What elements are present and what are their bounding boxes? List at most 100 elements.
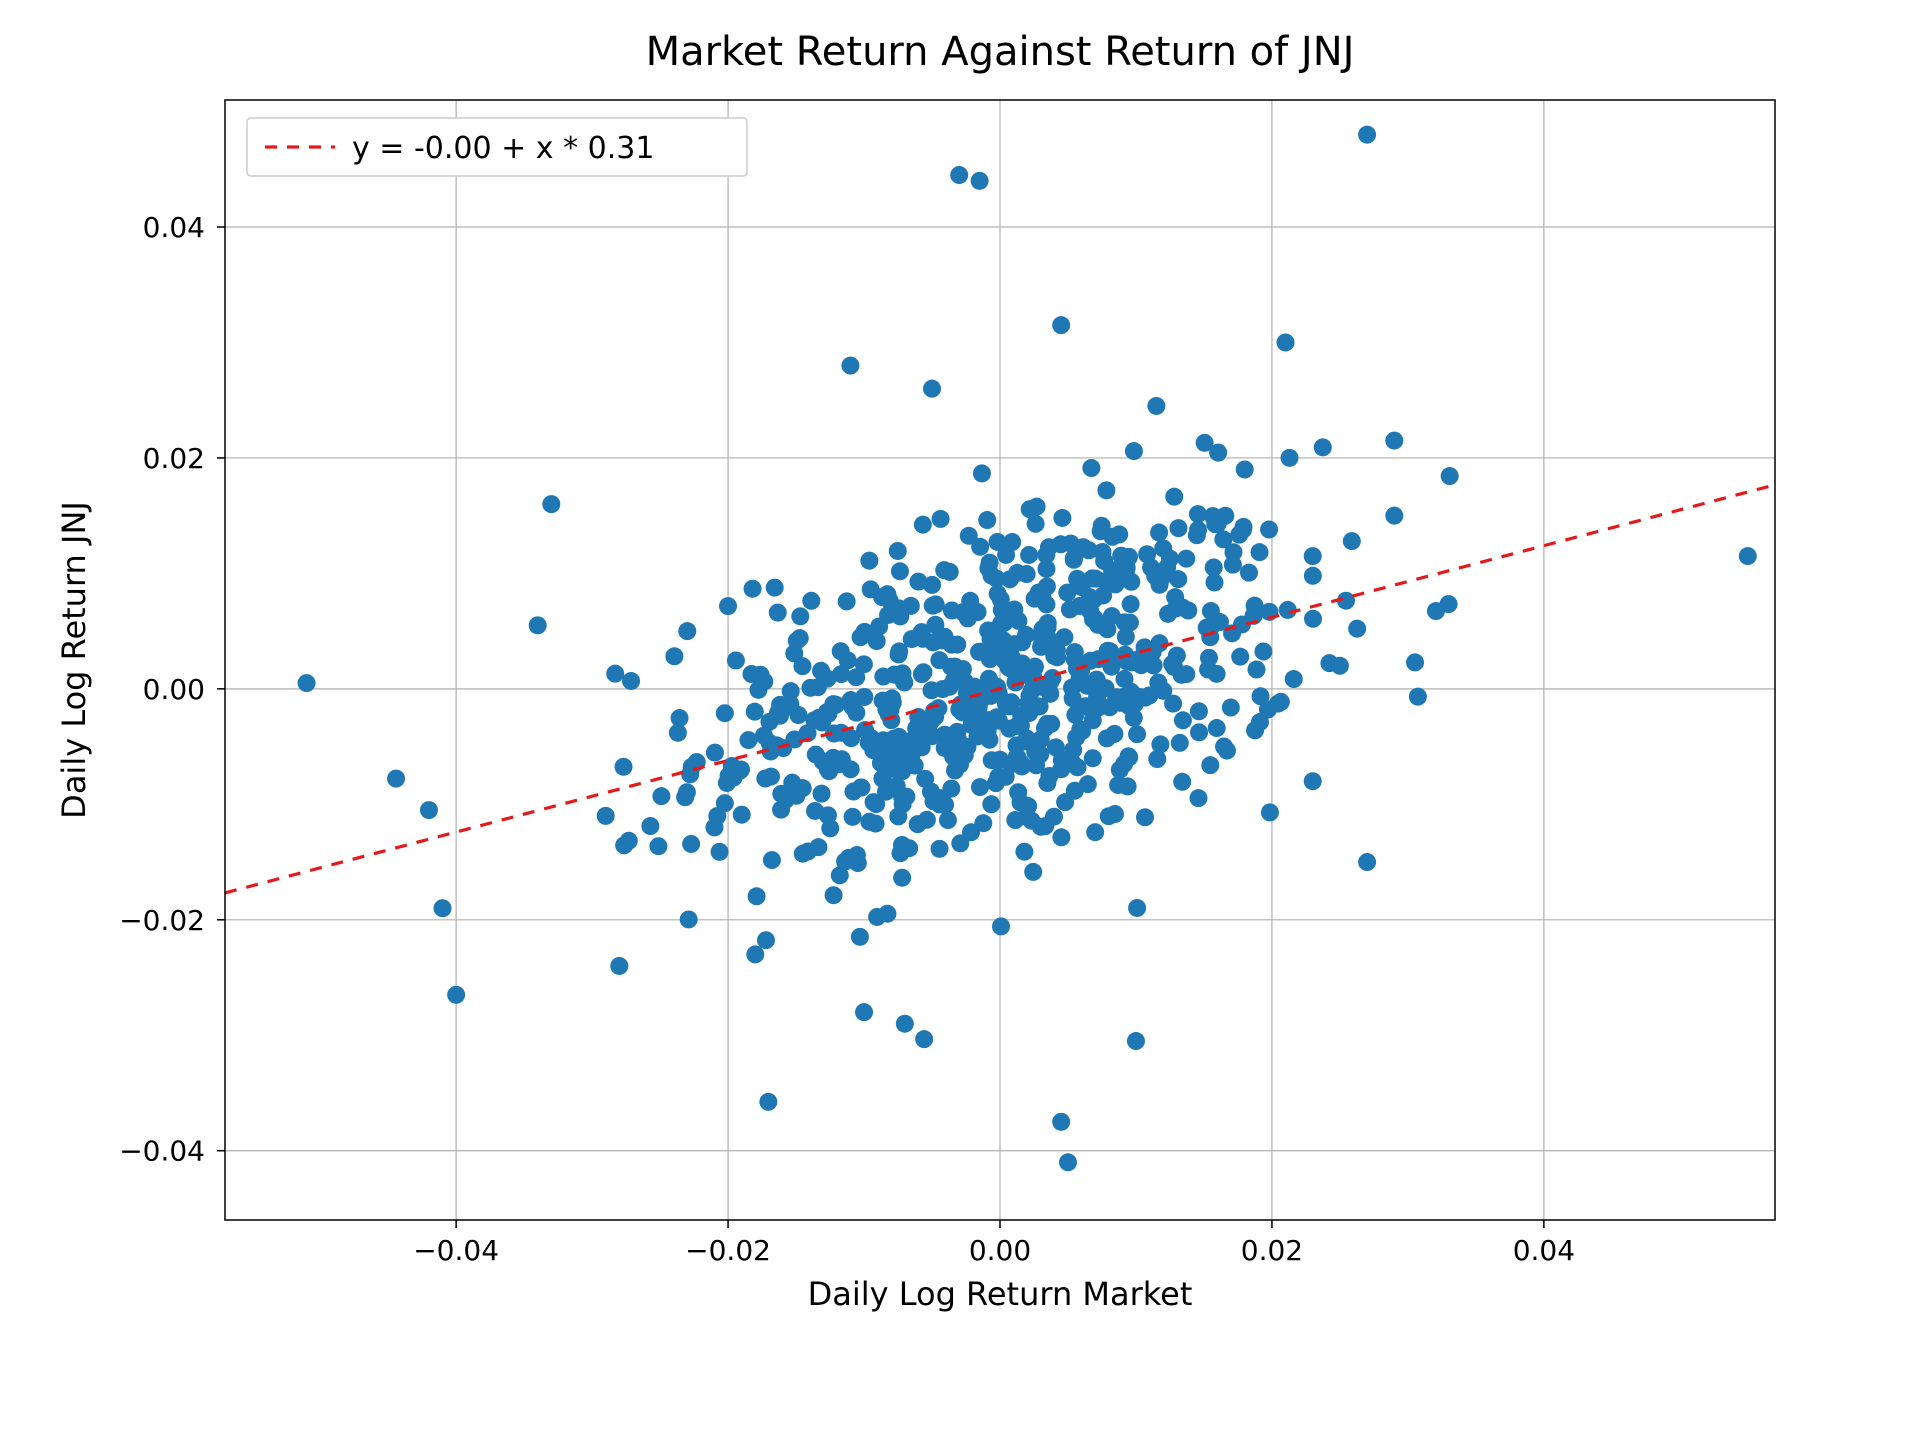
scatter-point <box>1090 696 1108 714</box>
scatter-point <box>825 886 843 904</box>
scatter-point <box>1285 670 1303 688</box>
scatter-point <box>980 731 998 749</box>
scatter-point <box>763 851 781 869</box>
legend: y = -0.00 + x * 0.31 <box>247 118 747 176</box>
scatter-point <box>994 631 1012 649</box>
scatter-point <box>1174 711 1192 729</box>
scatter-point <box>1085 591 1103 609</box>
scatter-point <box>727 651 745 669</box>
scatter-point <box>1030 583 1048 601</box>
scatter-point <box>824 749 842 767</box>
scatter-point <box>1112 547 1130 565</box>
scatter-point <box>848 846 866 864</box>
scatter-point <box>1385 432 1403 450</box>
scatter-point <box>1150 524 1168 542</box>
scatter-point <box>1331 657 1349 675</box>
scatter-point <box>1177 550 1195 568</box>
scatter-point <box>939 811 957 829</box>
scatter-point <box>1236 460 1254 478</box>
scatter-point <box>1053 509 1071 527</box>
scatter-point <box>1122 595 1140 613</box>
scatter-point <box>1190 702 1208 720</box>
scatter-point <box>890 645 908 663</box>
scatter-point <box>1260 520 1278 538</box>
scatter-point <box>1021 500 1039 518</box>
scatter-point <box>981 650 999 668</box>
scatter-point <box>1348 620 1366 638</box>
scatter-point <box>1015 843 1033 861</box>
scatter-point <box>942 780 960 798</box>
scatter-point <box>652 787 670 805</box>
scatter-point <box>819 806 837 824</box>
x-tick-label: 0.02 <box>1241 1234 1303 1267</box>
scatter-point <box>989 768 1007 786</box>
scatter-point <box>895 673 913 691</box>
scatter-point <box>1240 564 1258 582</box>
scatter-point <box>1166 588 1184 606</box>
scatter-point <box>844 808 862 826</box>
scatter-point <box>956 672 974 690</box>
scatter-point <box>542 495 560 513</box>
scatter-point <box>891 844 909 862</box>
scatter-point <box>1052 760 1070 778</box>
scatter-point <box>1079 775 1097 793</box>
scatter-point <box>1019 797 1037 815</box>
scatter-point <box>1231 648 1249 666</box>
scatter-point <box>1117 566 1135 584</box>
scatter-point <box>1304 772 1322 790</box>
scatter-point <box>1169 519 1187 537</box>
scatter-point <box>1304 610 1322 628</box>
scatter-point <box>962 823 980 841</box>
scatter-point <box>913 738 931 756</box>
scatter-point <box>1385 507 1403 525</box>
scatter-point <box>755 672 773 690</box>
scatter-point <box>1358 853 1376 871</box>
scatter-point <box>1739 547 1757 565</box>
scatter-point <box>922 783 940 801</box>
scatter-point <box>839 651 857 669</box>
scatter-point <box>1164 695 1182 713</box>
x-tick-label: −0.04 <box>413 1234 499 1267</box>
scatter-point <box>1149 674 1167 692</box>
scatter-point <box>1084 610 1102 628</box>
scatter-point <box>1190 723 1208 741</box>
scatter-point <box>1189 789 1207 807</box>
legend-label: y = -0.00 + x * 0.31 <box>352 131 654 166</box>
scatter-point <box>1251 713 1269 731</box>
scatter-point <box>641 817 659 835</box>
y-axis-label: Daily Log Return JNJ <box>55 501 93 819</box>
scatter-point <box>793 657 811 675</box>
scatter-point <box>1098 729 1116 747</box>
chart-title: Market Return Against Return of JNJ <box>646 29 1355 75</box>
scatter-point <box>891 562 909 580</box>
y-tick-label: 0.04 <box>143 211 205 244</box>
scatter-point <box>889 542 907 560</box>
scatter-point <box>867 815 885 833</box>
scatter-point <box>1066 706 1084 724</box>
scatter-point <box>671 709 689 727</box>
scatter-point <box>1040 538 1058 556</box>
scatter-point <box>946 658 964 676</box>
scatter-point <box>1084 711 1102 729</box>
scatter-point <box>896 1015 914 1033</box>
scatter-point <box>931 840 949 858</box>
scatter-point <box>788 632 806 650</box>
scatter-point <box>842 760 860 778</box>
scatter-point <box>1097 481 1115 499</box>
scatter-point <box>992 917 1010 935</box>
scatter-point <box>1052 316 1070 334</box>
scatter-point <box>1065 551 1083 569</box>
scatter-point <box>1017 732 1035 750</box>
scatter-point <box>1222 699 1240 717</box>
scatter-point <box>1031 697 1049 715</box>
scatter-point <box>733 806 751 824</box>
scatter-point <box>1119 777 1137 795</box>
y-tick-label: 0.02 <box>143 442 205 475</box>
scatter-point <box>1161 550 1179 568</box>
scatter-point <box>1251 543 1269 561</box>
scatter-point <box>387 770 405 788</box>
scatter-point <box>1252 687 1270 705</box>
scatter-point <box>1026 659 1044 677</box>
scatter-point <box>1208 719 1226 737</box>
scatter-point <box>1047 738 1065 756</box>
